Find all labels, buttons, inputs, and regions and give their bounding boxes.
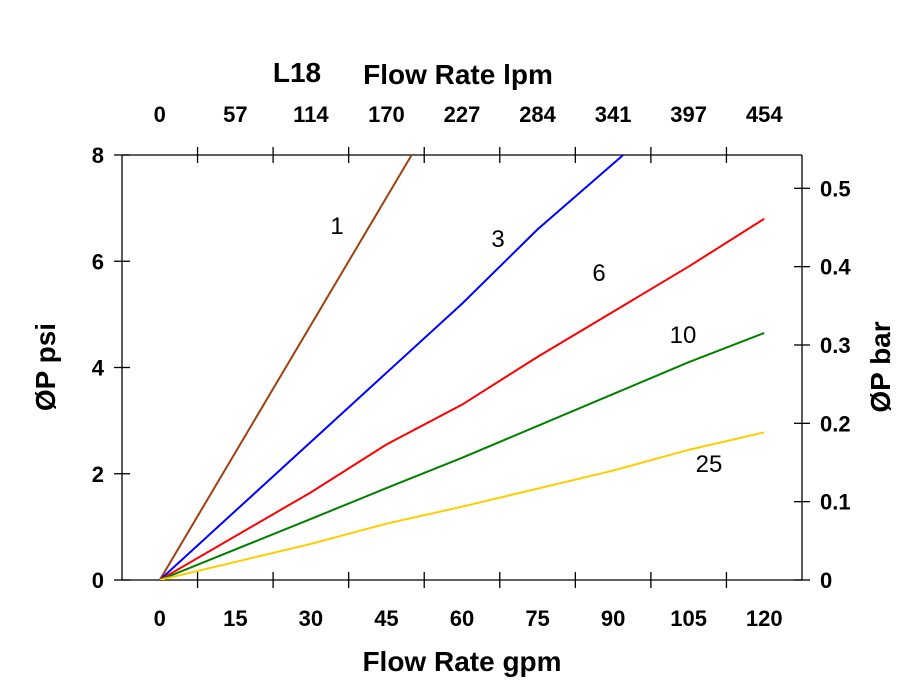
x2-tick-label: 454 [746, 102, 783, 127]
series-label-6: 6 [592, 260, 605, 287]
series-label-3: 3 [491, 226, 504, 253]
x-tick-label: 105 [670, 606, 707, 631]
y-tick-label: 2 [92, 462, 104, 487]
x-tick-label: 90 [601, 606, 625, 631]
x2-tick-label: 284 [519, 102, 556, 127]
x2-tick-label: 0 [154, 102, 166, 127]
x2-tick-label: 170 [368, 102, 405, 127]
x2-tick-label: 227 [444, 102, 481, 127]
x-tick-label: 45 [374, 606, 398, 631]
y-tick-label: 0 [92, 568, 104, 593]
y2-tick-label: 0 [820, 568, 832, 593]
y2-axis-label: ØP bar [865, 321, 896, 412]
y-tick-label: 6 [92, 249, 104, 274]
x-tick-label: 15 [223, 606, 247, 631]
x-tick-label: 0 [154, 606, 166, 631]
series-label-10: 10 [670, 322, 697, 349]
y-tick-label: 8 [92, 143, 104, 168]
y2-tick-label: 0.2 [820, 411, 851, 436]
series-line-6 [159, 217, 765, 580]
x-axis-label: Flow Rate gpm [362, 646, 561, 677]
x-tick-label: 30 [299, 606, 323, 631]
series-line-25 [159, 431, 765, 580]
x-tick-label: 120 [746, 606, 783, 631]
y2-tick-label: 0.5 [820, 176, 851, 201]
series-line-10 [159, 332, 765, 580]
y2-tick-label: 0.3 [820, 333, 851, 358]
y2-tick-label: 0.4 [820, 255, 851, 280]
x2-tick-label: 341 [595, 102, 632, 127]
x-tick-label: 75 [525, 606, 549, 631]
y-axis-label: ØP psi [30, 323, 61, 411]
x2-tick-label: 114 [293, 102, 329, 127]
x2-axis-label: Flow Rate lpm [363, 59, 553, 90]
series-label-25: 25 [696, 451, 723, 478]
y2-tick-label: 0.1 [820, 490, 851, 515]
x2-tick-label: 57 [223, 102, 247, 127]
x-tick-label: 60 [450, 606, 474, 631]
chart-title: L18 [273, 57, 321, 88]
series-line-3 [159, 155, 624, 580]
y-tick-label: 4 [92, 356, 105, 381]
x2-tick-label: 397 [670, 102, 707, 127]
series-line-1 [158, 155, 413, 580]
series-label-1: 1 [330, 213, 343, 240]
